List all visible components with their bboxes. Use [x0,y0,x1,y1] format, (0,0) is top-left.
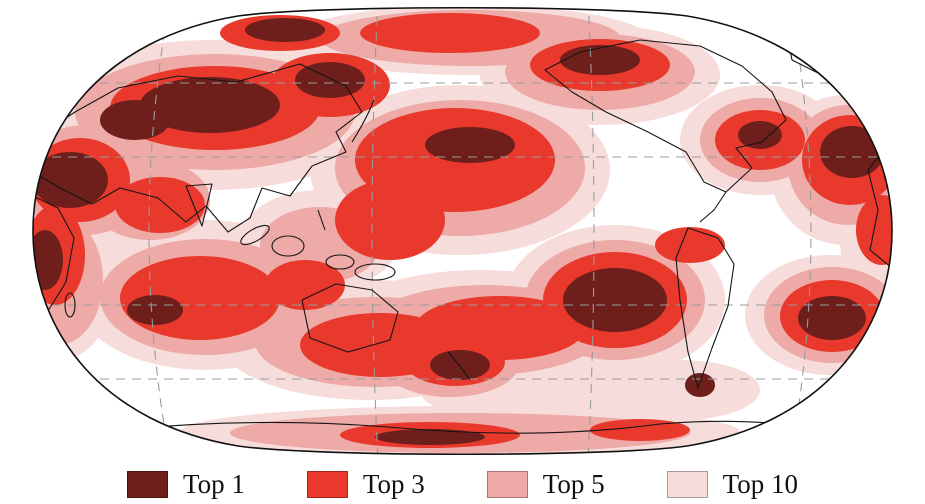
coast-eurasia [33,63,363,233]
legend-label-top5: Top 5 [542,469,605,499]
map-svg [32,6,893,456]
graticule [33,7,892,455]
region-top1 [100,100,170,140]
region-top1 [560,45,640,75]
region-top1 [430,350,490,380]
region-top1 [127,295,183,325]
coast-new-zealand [447,351,471,381]
coast-india [185,183,213,227]
region-top1 [685,373,715,397]
region-top3 [335,180,445,260]
coast-sumatra [240,224,270,246]
legend-swatch-top1 [127,471,169,498]
meridian-3 [587,7,595,455]
map-outline [32,6,893,456]
region-top3 [590,419,690,441]
coast-madagascar [64,292,76,318]
coast-africa-right-edge [867,139,892,269]
region-top1 [563,268,667,332]
meridian-2 [371,7,379,455]
legend-label-top1: Top 1 [183,469,245,499]
coast-antarctica [119,420,831,434]
meridian-1 [148,7,171,455]
region-top3 [265,260,345,310]
legend-label-top3: Top 3 [362,469,425,499]
region-layers [33,7,892,455]
legend-swatch-top5 [486,471,528,498]
legend-item-top1: Top 1 [127,471,245,498]
region-top1 [375,429,485,445]
legend-item-top10: Top 10 [666,469,798,499]
region-top3 [360,13,540,53]
coast-central-america [699,191,727,223]
region-top1 [820,126,884,178]
coast-south-america [675,227,735,389]
legend: Top 1 Top 3 Top 5 Top 10 [0,471,925,498]
region-top3 [856,195,892,265]
legend-swatch-top3 [306,471,348,498]
region-top1 [738,121,782,149]
coast-australia [301,283,399,353]
region-top1 [245,18,325,42]
legend-swatch-top10 [666,471,708,498]
coast-philippines [317,209,326,231]
coast-japan [351,99,375,143]
region-top1 [140,77,280,133]
meridian-4 [789,7,812,455]
coast-borneo [271,235,305,257]
legend-item-top5: Top 5 [486,469,605,499]
coast-sulawesi [325,254,355,270]
region-top1 [425,127,515,163]
coast-new-guinea [354,263,396,281]
world-map [32,6,893,456]
legend-label-top10: Top 10 [722,469,798,499]
legend-item-top3: Top 3 [306,469,425,499]
region-top1 [295,62,365,98]
coast-north-america [544,39,787,193]
region-top10 [600,360,760,420]
region-top3 [655,227,725,263]
region-top1 [33,152,108,208]
region-top1 [798,296,866,340]
